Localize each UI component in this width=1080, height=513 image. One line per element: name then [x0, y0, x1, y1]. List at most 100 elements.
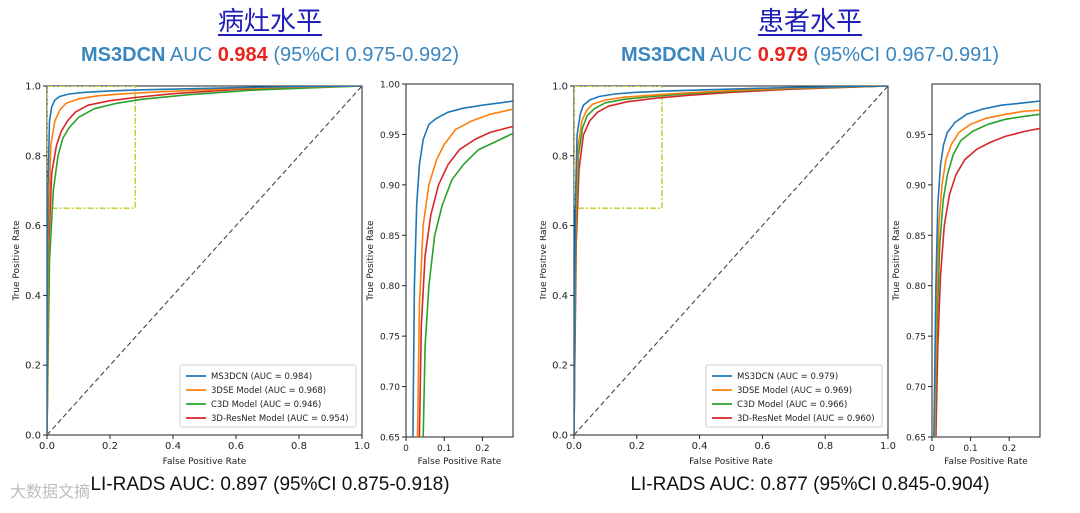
legend-label: C3D Model (AUC = 0.946) — [211, 400, 321, 410]
x-tick-label: 0.4 — [692, 441, 708, 452]
roc-line-c3d — [47, 86, 362, 435]
roc-line-3d-resnet — [47, 86, 362, 435]
x-tick-label: 0.8 — [817, 441, 833, 452]
y-axis-label: True Positive Rate — [540, 220, 549, 302]
lirads-auc: LI-RADS AUC: 0.897 (95%CI 0.875-0.918) — [90, 474, 450, 495]
level-title: 患者水平 — [757, 7, 862, 37]
legend-box — [179, 364, 357, 428]
x-tick-label: 1.0 — [354, 441, 370, 452]
y-tick-label: 0.8 — [25, 151, 41, 162]
plot-area — [47, 86, 362, 435]
auc-label: AUC — [169, 44, 213, 66]
y-tick-label: 0.80 — [380, 282, 400, 292]
roc-line-3dse — [47, 86, 362, 435]
model-name: MS3DCN — [621, 44, 706, 66]
legend-label: MS3DCN (AUC = 0.984) — [211, 372, 312, 382]
y-tick-label: 0.75 — [380, 333, 400, 343]
roc-line-3dse — [933, 109, 1040, 437]
legend-label: 3DSE Model (AUC = 0.969) — [737, 386, 852, 396]
roc-line-c3d — [934, 113, 1040, 437]
x-tick-label: 0.2 — [102, 441, 118, 452]
y-tick-label: 0.2 — [552, 361, 568, 372]
plot-area — [412, 100, 513, 437]
x-tick-label: 0.0 — [39, 441, 55, 452]
legend-label: 3D-ResNet Model (AUC = 0.954) — [211, 414, 349, 424]
lirads-auc: LI-RADS AUC: 0.877 (95%CI 0.845-0.904) — [630, 474, 990, 495]
auc-value: 0.984 — [217, 44, 268, 66]
x-tick-label: 0 — [929, 444, 935, 454]
model-name: MS3DCN — [81, 44, 166, 66]
ci-text: (95%CI 0.975-0.992) — [273, 44, 459, 66]
x-tick-label: 0.2 — [475, 444, 489, 454]
roc-line-3d-resnet — [418, 125, 513, 437]
y-tick-label: 0.0 — [25, 431, 41, 442]
x-tick-label: 1.0 — [880, 441, 896, 452]
x-tick-label: 0.2 — [629, 441, 645, 452]
y-tick-label: 0.95 — [906, 131, 926, 141]
x-tick-label: 0.4 — [165, 441, 181, 452]
x-tick-label: 0 — [403, 444, 409, 454]
legend-box — [705, 364, 883, 428]
x-tick-label: 0.6 — [228, 441, 244, 452]
legend-label: 3D-ResNet Model (AUC = 0.960) — [737, 414, 875, 424]
y-tick-label: 0.2 — [25, 361, 41, 372]
model-summary: MS3DCN AUC 0.984 (95%CI 0.975-0.992) — [0, 42, 540, 68]
y-tick-label: 0.65 — [906, 434, 926, 444]
panel-patient-level: 患者水平 MS3DCN AUC 0.979 (95%CI 0.967-0.991… — [540, 0, 1080, 513]
y-tick-label: 0.70 — [380, 383, 400, 393]
y-tick-label: 0.4 — [552, 291, 568, 302]
x-tick-label: 0.1 — [963, 444, 977, 454]
y-tick-label: 0.95 — [380, 131, 400, 141]
x-axis-label: False Positive Rate — [944, 457, 1028, 467]
y-tick-label: 0.85 — [380, 232, 400, 242]
y-tick-label: 1.0 — [25, 82, 41, 93]
y-tick-label: 0.70 — [906, 383, 926, 393]
y-axis-label: True Positive Rate — [12, 220, 22, 302]
x-tick-label: 0.8 — [291, 441, 307, 452]
roc-line-ms3dcn — [412, 100, 513, 437]
x-tick-label: 0.2 — [1002, 444, 1016, 454]
x-axis-label: False Positive Rate — [689, 457, 773, 467]
y-tick-label: 0.80 — [906, 282, 926, 292]
y-tick-label: 0.8 — [552, 151, 568, 162]
x-tick-label: 0.1 — [437, 444, 451, 454]
plot-area — [574, 86, 888, 435]
y-tick-label: 0.0 — [552, 431, 568, 442]
diagonal-reference-line — [47, 86, 362, 435]
x-axis-label: False Positive Rate — [163, 457, 247, 467]
roc-line-ms3dcn — [47, 86, 362, 435]
auc-value: 0.979 — [757, 44, 808, 66]
y-tick-label: 0.90 — [906, 181, 926, 191]
zoom-region-box — [47, 86, 136, 209]
y-tick-label: 0.6 — [25, 221, 41, 232]
ci-text: (95%CI 0.967-0.991) — [813, 44, 999, 66]
y-tick-label: 0.6 — [552, 221, 568, 232]
roc-line-3d-resnet — [574, 86, 888, 435]
x-tick-label: 0.0 — [566, 441, 582, 452]
y-tick-label: 0.75 — [906, 333, 926, 343]
y-tick-label: 0.65 — [380, 434, 400, 444]
x-tick-label: 0.6 — [754, 441, 770, 452]
y-tick-label: 1.00 — [380, 81, 400, 91]
roc-line-ms3dcn — [933, 100, 1040, 437]
watermark: 大数据文摘 — [10, 482, 91, 501]
auc-label: AUC — [709, 44, 753, 66]
roc-line-3d-resnet — [935, 127, 1040, 437]
zoom-region-box — [574, 86, 663, 209]
legend-label: C3D Model (AUC = 0.966) — [737, 400, 847, 410]
roc-plots-lesion: 0.0 0.2 0.4 0.6 0.8 1.0 0.0 0.2 0.4 0.6 0.8 1.0 Fals… — [12, 81, 514, 467]
y-tick-label: 0.85 — [906, 232, 926, 242]
legend-label: MS3DCN (AUC = 0.979) — [737, 372, 838, 382]
y-tick-label: 0.90 — [380, 181, 400, 191]
model-summary: MS3DCN AUC 0.979 (95%CI 0.967-0.991) — [540, 42, 1080, 68]
y-axis-label: True Positive Rate — [366, 220, 376, 302]
y-tick-label: 1.0 — [552, 82, 568, 93]
level-title: 病灶水平 — [217, 7, 322, 37]
panel-lesion-level: 病灶水平 MS3DCN AUC 0.984 (95%CI 0.975-0.992… — [0, 7, 540, 495]
roc-line-c3d — [422, 132, 513, 437]
roc-line-3dse — [416, 108, 513, 437]
plot-frame — [931, 83, 1041, 438]
x-axis-label: False Positive Rate — [418, 457, 502, 467]
plot-area — [933, 100, 1040, 437]
roc-line-3dse — [574, 86, 888, 435]
